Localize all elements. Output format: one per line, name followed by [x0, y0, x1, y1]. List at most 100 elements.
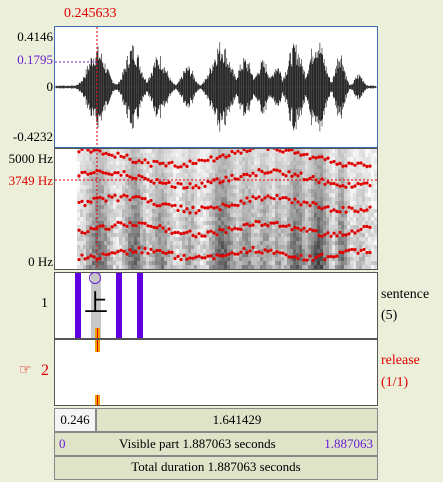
spectrogram-cell	[287, 245, 290, 249]
spectrogram-cell	[104, 225, 107, 229]
spectrogram-cell	[362, 241, 365, 245]
spectrogram-cell	[185, 161, 188, 165]
tier-1-boundary-a[interactable]	[75, 273, 81, 338]
spectrogram-cell	[173, 249, 176, 253]
spectrogram-cell	[77, 205, 80, 209]
tier-2-release[interactable]	[54, 339, 378, 406]
spectrogram-cell	[104, 237, 107, 241]
formant-point	[242, 247, 246, 251]
spectrogram-cell	[116, 201, 119, 205]
spectrogram-cell	[320, 261, 323, 265]
spectrogram-cell	[80, 241, 83, 245]
spectrogram-cell	[194, 173, 197, 177]
spectrogram-cell	[104, 177, 107, 181]
spectrogram-cell	[371, 181, 374, 185]
spectrogram-cell	[221, 237, 224, 241]
spectrogram-cell	[188, 253, 191, 257]
spectrogram-cell	[311, 165, 314, 169]
spectrogram-cell	[215, 165, 218, 169]
spectrogram-cell	[170, 201, 173, 205]
spectrogram-cell	[164, 189, 167, 193]
tier-1-sentence[interactable]: 上	[54, 272, 378, 339]
formant-point	[260, 251, 264, 255]
spectrogram-cell	[119, 205, 122, 209]
spectrogram-cell	[149, 173, 152, 177]
spectrogram-cell	[365, 193, 368, 197]
spectrogram-cell	[368, 237, 371, 241]
spectrogram-cell	[200, 185, 203, 189]
tier-1-interval-text[interactable]: 上	[84, 289, 108, 317]
spectrogram-cell	[137, 193, 140, 197]
spectrogram-cell	[260, 149, 263, 153]
spectrogram-cell	[206, 149, 209, 153]
spectrogram-cell	[245, 245, 248, 249]
spectrogram-cell	[332, 237, 335, 241]
spectrogram-cell	[86, 217, 89, 221]
spectrogram-cell	[233, 241, 236, 245]
spectrogram-cell	[332, 257, 335, 261]
visible-part-bar[interactable]: 0 Visible part 1.887063 seconds 1.887063	[54, 432, 378, 456]
spectrogram-cell	[248, 165, 251, 169]
selection-start-cell[interactable]: 0.246	[54, 408, 96, 432]
spectrogram-cell	[269, 253, 272, 257]
spectrogram-cell	[290, 249, 293, 253]
spectrogram-cell	[305, 265, 308, 269]
spectrogram-cell	[191, 221, 194, 225]
spectrogram-cell	[182, 193, 185, 197]
spectrogram-cell	[338, 221, 341, 225]
spectrogram-cell	[287, 237, 290, 241]
spectrogram-cell	[356, 257, 359, 261]
formant-point	[338, 230, 342, 235]
selection-rest-cell[interactable]: 1.641429	[96, 408, 378, 432]
total-duration-bar[interactable]: Total duration 1.887063 seconds	[54, 456, 378, 480]
spectrogram-cell	[368, 217, 371, 221]
spectrogram-cell	[152, 265, 155, 269]
spectrogram-cell	[80, 173, 83, 177]
spectrogram-cell	[284, 181, 287, 185]
spectrogram-panel[interactable]	[54, 148, 378, 270]
spectrogram-cell	[116, 257, 119, 261]
formant-point	[167, 202, 171, 206]
spectrogram-cell	[299, 265, 302, 269]
formant-point	[272, 221, 276, 225]
spectrogram-cell	[374, 237, 377, 241]
spectrogram-cell	[101, 209, 104, 213]
spectrogram-cell	[155, 193, 158, 197]
spectrogram-cell	[158, 189, 161, 193]
formant-point	[212, 159, 216, 163]
formant-point	[329, 254, 333, 259]
spectrogram-cell	[299, 189, 302, 193]
spectrogram-cell	[269, 193, 272, 197]
spectrogram-cell	[332, 233, 335, 237]
spectrogram-cell	[119, 169, 122, 173]
spectrogram-cell	[230, 201, 233, 205]
spectrogram-cell	[125, 201, 128, 205]
spectrogram-cell	[113, 181, 116, 185]
spectrogram-cell	[191, 189, 194, 193]
spectrogram-cell	[83, 161, 86, 165]
spectrogram-cell	[158, 153, 161, 157]
formant-point	[131, 195, 135, 199]
formant-point	[77, 174, 81, 178]
waveform-panel[interactable]	[54, 26, 378, 148]
spectrogram-cell	[191, 201, 194, 205]
spectrogram-cell	[185, 217, 188, 221]
spectrogram-cell	[317, 165, 320, 169]
spectrogram-cell	[242, 165, 245, 169]
formant-point	[89, 226, 93, 230]
spectrogram-cell	[311, 225, 314, 229]
formant-point	[362, 181, 366, 185]
spectrogram-cell	[308, 181, 311, 185]
spectrogram-cell	[338, 189, 341, 193]
spectrogram-cell	[281, 213, 284, 217]
spectrogram-cell	[287, 221, 290, 225]
spectrogram-cell	[233, 233, 236, 237]
spectrogram-cell	[92, 229, 95, 233]
tier-1-boundary-c[interactable]	[137, 273, 143, 338]
spectrogram-cell	[146, 157, 149, 161]
tier-1-boundary-b[interactable]	[116, 273, 122, 338]
spectrogram-cell	[254, 261, 257, 265]
spectrogram-cell	[245, 265, 248, 269]
spectrogram-cell	[320, 245, 323, 249]
spectrogram-cell	[314, 173, 317, 177]
